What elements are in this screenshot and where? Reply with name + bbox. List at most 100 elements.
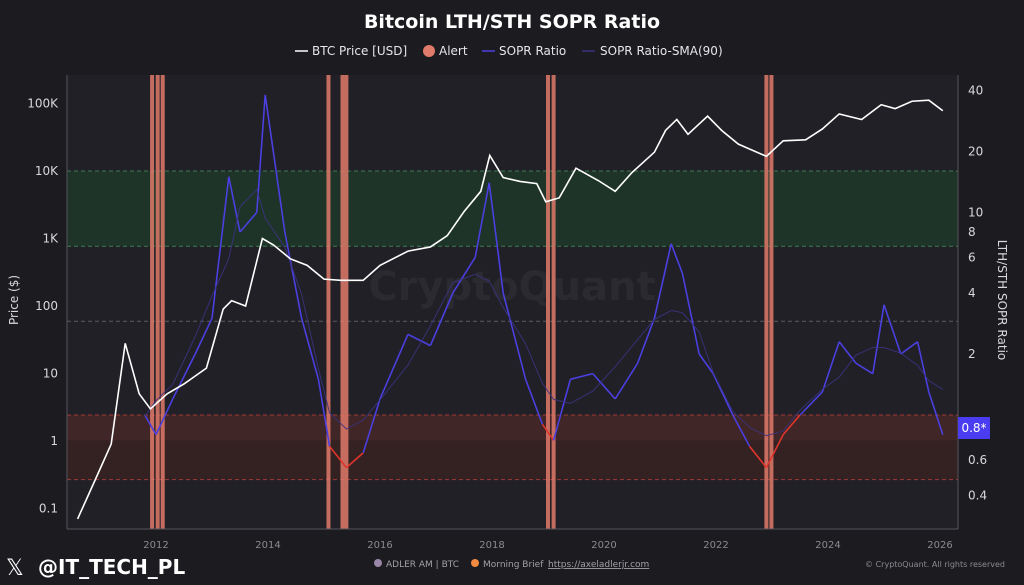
legend-sma[interactable]: SOPR Ratio-SMA(90) [600, 44, 723, 58]
x-tick-label: 2018 [479, 540, 504, 551]
sopr-segment [239, 211, 258, 233]
x-tick-label: 2016 [367, 540, 392, 551]
sopr-segment [636, 318, 656, 364]
sopr-segment [284, 231, 303, 319]
sopr-segment [328, 445, 348, 469]
y-right-tick-label: 0.4 [968, 489, 987, 503]
sopr-segment [916, 341, 930, 393]
legend-alert-swatch [423, 45, 435, 57]
alert-bar [551, 75, 556, 529]
sopr-segment [838, 341, 857, 364]
morning-brief-icon [471, 559, 479, 567]
sopr-segment [872, 304, 885, 374]
source-link[interactable]: https://axeladlerjr.com [548, 560, 649, 570]
zone-low-upper [67, 415, 958, 441]
sopr-segment [211, 176, 230, 319]
alert-bar [546, 75, 550, 529]
sopr-segment [681, 273, 700, 355]
y-right-tick-label: 4 [968, 286, 976, 300]
sopr-segment [379, 334, 409, 400]
sopr-segment [144, 414, 157, 436]
alert-bar [160, 75, 165, 529]
alert-bar [340, 75, 345, 529]
legend-sopr[interactable]: SOPR Ratio [499, 44, 566, 58]
sopr-segment [821, 341, 840, 393]
y-right-tick-label: 10 [968, 205, 983, 219]
sopr-segment [194, 317, 213, 355]
sopr-segment [155, 398, 174, 435]
sopr-segment [782, 414, 801, 436]
alert-bar [326, 75, 331, 529]
y-right-tick-label: 6 [968, 250, 976, 264]
y-right-tick-label: 40 [968, 83, 983, 97]
sopr-segment [900, 341, 919, 355]
sopr-segment [855, 362, 874, 375]
sopr-segment [502, 292, 527, 380]
source-adler: ADLER AM | BTC [386, 560, 459, 570]
current-value-badge [958, 417, 990, 439]
x-tick-label: 2024 [815, 540, 840, 551]
sopr-segment [264, 94, 286, 233]
y-right-tick-label: 8 [968, 225, 976, 239]
y-right-tick-label: 2 [968, 347, 976, 361]
handle[interactable]: @IT_TECH_PL [38, 555, 185, 579]
y-left-tick-label: 10K [35, 164, 59, 178]
alert-bar [764, 75, 769, 529]
alert-bar [150, 75, 155, 529]
zone-high [67, 171, 958, 247]
sopr-segment [228, 176, 241, 233]
y-left-label: Price ($) [7, 275, 21, 325]
adler-icon [374, 559, 382, 567]
y-left-tick-label: 100K [27, 97, 59, 111]
x-tick-label: 2020 [591, 540, 616, 551]
x-tick-label: 2022 [703, 540, 728, 551]
sopr-segment [570, 372, 593, 381]
sopr-segment [488, 182, 504, 294]
sopr-segment [653, 243, 672, 319]
sopr-segment [317, 379, 331, 447]
alert-bar [769, 75, 774, 529]
sopr-segment [712, 373, 734, 416]
footer: 𝕏 @IT_TECH_PL ADLER AM | BTC Morning Bri… [6, 555, 1005, 581]
y-left-tick-label: 100 [35, 299, 58, 313]
sopr-segment [524, 379, 544, 425]
sopr-segment [362, 398, 381, 454]
sopr-segment [748, 445, 768, 469]
legend-alert[interactable]: Alert [439, 44, 468, 58]
sopr-segment [407, 333, 431, 347]
sopr-segment [698, 353, 714, 375]
alert-bar [344, 75, 349, 529]
sopr-segment [172, 353, 196, 400]
watermark: CryptoQuant [368, 264, 655, 310]
x-tick-label: 2012 [143, 540, 168, 551]
alert-bar [155, 75, 160, 529]
sopr-segment [614, 362, 639, 400]
legend-price[interactable]: BTC Price [USD] [312, 44, 407, 58]
sopr-segment [552, 379, 572, 441]
y-right-tick-label: 20 [968, 144, 983, 158]
sopr-segment [670, 243, 684, 274]
y-left-tick-label: 1 [50, 434, 58, 448]
current-value-text: 0.8* [961, 421, 986, 435]
price-line [76, 99, 944, 520]
y-right-tick-label: 0.6 [968, 453, 987, 467]
sopr-segment [883, 304, 902, 355]
sopr-segment [300, 318, 320, 380]
sopr-segment [452, 256, 476, 294]
y-right-label: LTH/STH SOPR Ratio [995, 240, 1009, 360]
sopr-segment [345, 452, 364, 469]
x-tick-label: 2026 [927, 540, 952, 551]
y-left-tick-label: 1K [42, 232, 59, 246]
sopr-segment [799, 391, 823, 416]
y-left-tick-label: 0.1 [39, 502, 58, 516]
x-logo-icon: 𝕏 [6, 556, 24, 581]
sopr-segment [474, 182, 490, 258]
sma-line [144, 188, 944, 437]
sopr-segment [541, 423, 555, 441]
sopr-segment [592, 373, 616, 400]
copyright: © CryptoQuant. All rights reserved [865, 560, 1005, 569]
y-left-tick-label: 10 [43, 367, 58, 381]
sopr-segment [429, 292, 454, 346]
sopr-segment [765, 434, 784, 468]
